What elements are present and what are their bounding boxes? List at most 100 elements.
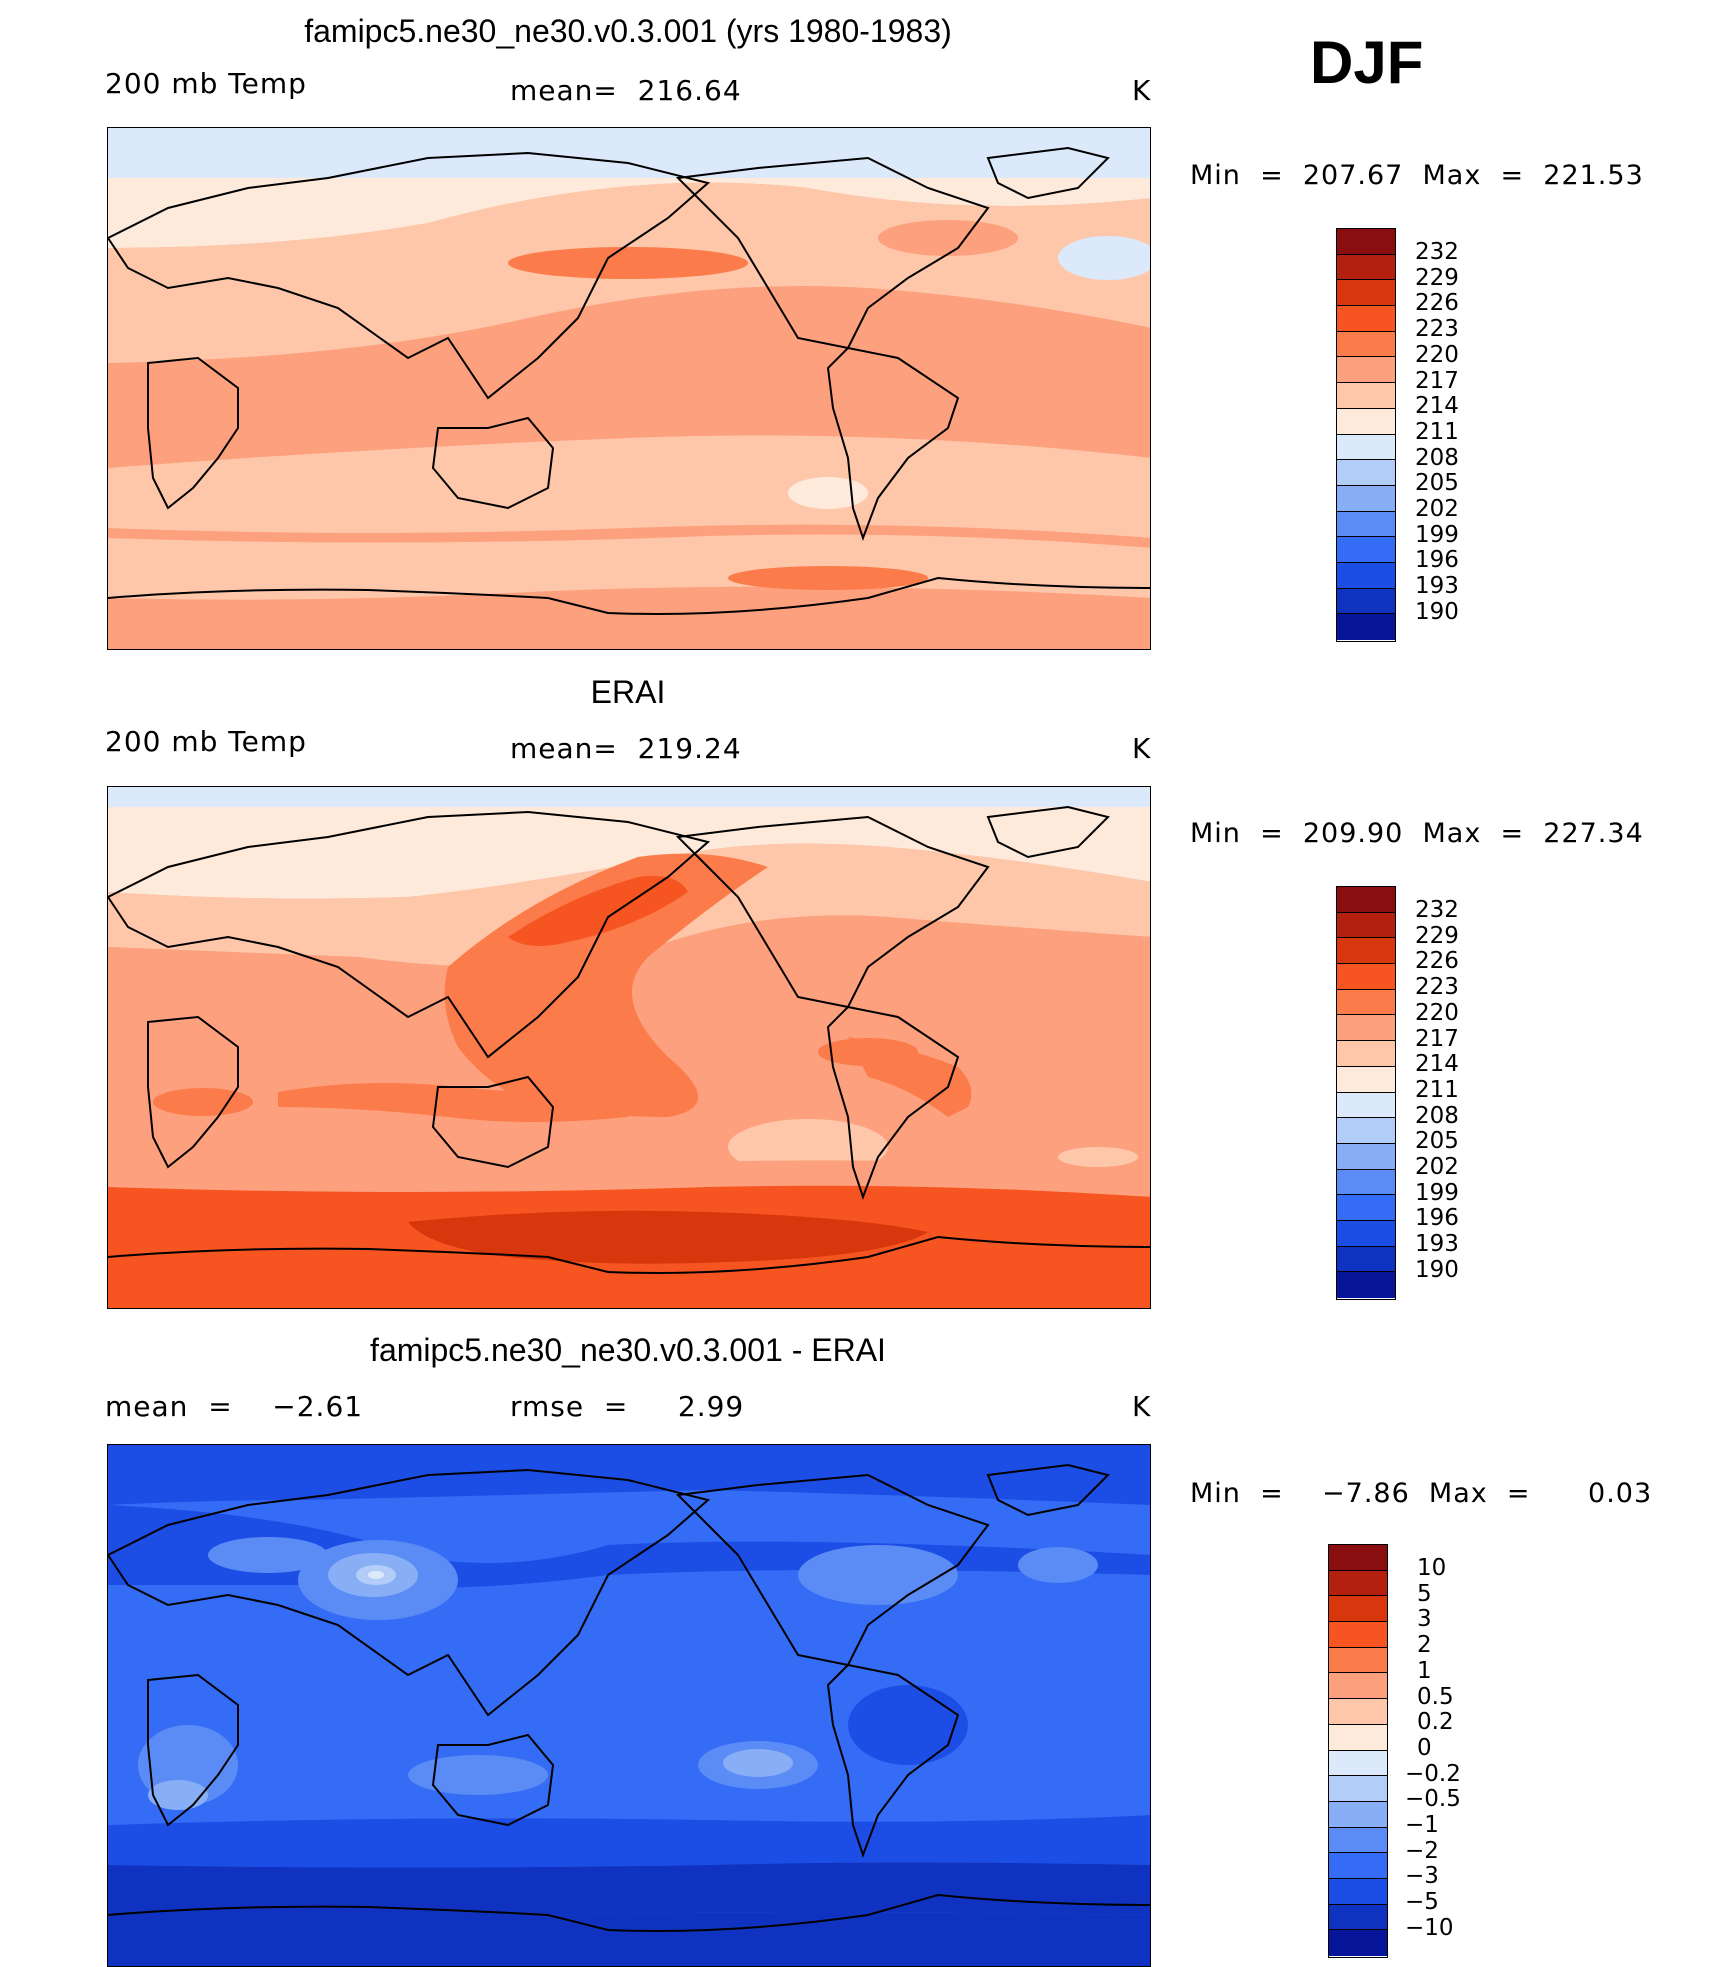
p1-tick-label: 220 [1415, 343, 1459, 367]
p3-cbar-cell [1329, 1905, 1387, 1931]
p2-cbar-cell [1337, 1272, 1395, 1298]
p3-tick-label: −1 [1405, 1813, 1439, 1837]
panel2-minmax: Min = 209.90 Max = 227.34 [1190, 818, 1644, 850]
p3-blob-aus [408, 1755, 548, 1795]
p2-cbar-cell [1337, 1221, 1395, 1247]
panel3-rmse-label: rmse = 2.99 [510, 1391, 744, 1423]
p1-tick-label: 223 [1415, 317, 1459, 341]
p1-cbar-cell [1337, 589, 1395, 615]
panel1-mean-label: mean= 216.64 [510, 75, 742, 107]
p2-tick-label: 202 [1415, 1155, 1459, 1179]
p3-blob-atl [1018, 1547, 1098, 1583]
p2-tick-label: 214 [1415, 1052, 1459, 1076]
panel2-variable-label: 200 mb Temp [105, 726, 307, 758]
p3-cbar-cell [1329, 1879, 1387, 1905]
panel3-mean-label: mean = −2.61 [105, 1391, 363, 1423]
p2-tick-label: 196 [1415, 1206, 1459, 1230]
p2-cbar-cell [1337, 1170, 1395, 1196]
panel1-map [107, 127, 1151, 650]
p1-cbar-cell [1337, 460, 1395, 486]
p3-tick-label: −3 [1405, 1864, 1439, 1888]
p1-tick-label: 208 [1415, 446, 1459, 470]
p2-tick-label: 190 [1415, 1258, 1459, 1282]
p3-tick-label: 3 [1417, 1607, 1432, 1631]
p2-cbar-cell [1337, 1247, 1395, 1273]
p3-blob-asia4 [368, 1571, 384, 1579]
p3-tick-label: 0 [1417, 1736, 1432, 1760]
panel3-contour-plot [108, 1445, 1151, 1967]
panel1-title: famipc5.ne30_ne30.v0.3.001 (yrs 1980-198… [108, 12, 1148, 50]
p3-cbar-cell [1329, 1648, 1387, 1674]
panel3-units-label: K [1132, 1391, 1151, 1423]
p2-cbar-cell [1337, 1041, 1395, 1067]
p2-cbar-cell [1337, 1015, 1395, 1041]
p1-blob-spac [788, 477, 868, 509]
p2-tick-label: 217 [1415, 1027, 1459, 1051]
p3-cbar-cell [1329, 1828, 1387, 1854]
panel2-colorbar [1336, 886, 1396, 1300]
p3-cbar-cell [1329, 1596, 1387, 1622]
panel1-contour-plot [108, 128, 1151, 650]
p1-tick-label: 205 [1415, 471, 1459, 495]
p1-tick-label: 211 [1415, 420, 1459, 444]
p3-tick-label: 0.5 [1417, 1685, 1454, 1709]
p1-cbar-cell [1337, 435, 1395, 461]
p3-tick-label: 5 [1417, 1582, 1432, 1606]
p3-cbar-cell [1329, 1545, 1387, 1571]
p3-tick-label: 0.2 [1417, 1710, 1454, 1734]
p3-cbar-cell [1329, 1853, 1387, 1879]
p1-tick-label: 232 [1415, 240, 1459, 264]
p1-cbar-cell [1337, 537, 1395, 563]
panel2-map [107, 786, 1151, 1309]
p3-cbar-cell [1329, 1673, 1387, 1699]
p2-cbar-cell [1337, 1067, 1395, 1093]
p1-cbar-cell [1337, 563, 1395, 589]
panel1-units-label: K [1132, 75, 1151, 107]
p2-cbar-cell [1337, 990, 1395, 1016]
panel3-minmax: Min = −7.86 Max = 0.03 [1190, 1478, 1652, 1510]
p1-tick-label: 193 [1415, 574, 1459, 598]
panel3-colorbar [1328, 1544, 1388, 1958]
p1-tick-label: 199 [1415, 523, 1459, 547]
p1-blob-nwpac [508, 247, 748, 279]
panel1-variable-label: 200 mb Temp [105, 68, 307, 100]
p1-cbar-cell [1337, 614, 1395, 640]
p2-tick-label: 229 [1415, 924, 1459, 948]
p2-blob-satl [1058, 1147, 1138, 1167]
p2-tick-label: 226 [1415, 949, 1459, 973]
panel3-map [107, 1444, 1151, 1967]
p1-cbar-cell [1337, 409, 1395, 435]
p2-tick-label: 232 [1415, 898, 1459, 922]
p1-cbar-cell [1337, 332, 1395, 358]
p3-tick-label: −10 [1405, 1916, 1454, 1940]
p3-blob-africa2 [148, 1780, 208, 1810]
p3-tick-label: −0.2 [1405, 1762, 1461, 1786]
p2-cbar-cell [1337, 1093, 1395, 1119]
p2-tick-label: 199 [1415, 1181, 1459, 1205]
p1-blob-so [728, 566, 928, 590]
p3-blob-eur [208, 1537, 328, 1573]
p1-cbar-cell [1337, 280, 1395, 306]
p1-blob-nam [878, 220, 1018, 256]
p1-cbar-cell [1337, 229, 1395, 255]
panel2-mean-label: mean= 219.24 [510, 733, 742, 765]
p3-cbar-cell [1329, 1751, 1387, 1777]
panel1-colorbar [1336, 228, 1396, 642]
panel1-minmax: Min = 207.67 Max = 221.53 [1190, 160, 1644, 192]
p1-tick-label: 214 [1415, 394, 1459, 418]
p2-tick-label: 220 [1415, 1001, 1459, 1025]
p3-cbar-cell [1329, 1699, 1387, 1725]
panel2-contour-plot [108, 787, 1151, 1309]
p1-tick-label: 202 [1415, 497, 1459, 521]
p2-tick-label: 193 [1415, 1232, 1459, 1256]
p3-cbar-cell [1329, 1802, 1387, 1828]
p2-cbar-cell [1337, 1144, 1395, 1170]
p3-cbar-cell [1329, 1930, 1387, 1956]
p1-cbar-cell [1337, 255, 1395, 281]
p2-cbar-cell [1337, 964, 1395, 990]
p1-tick-label: 196 [1415, 548, 1459, 572]
p1-tick-label: 226 [1415, 291, 1459, 315]
panel2-units-label: K [1132, 733, 1151, 765]
p2-cbar-cell [1337, 887, 1395, 913]
panel2-title: ERAI [108, 673, 1148, 711]
